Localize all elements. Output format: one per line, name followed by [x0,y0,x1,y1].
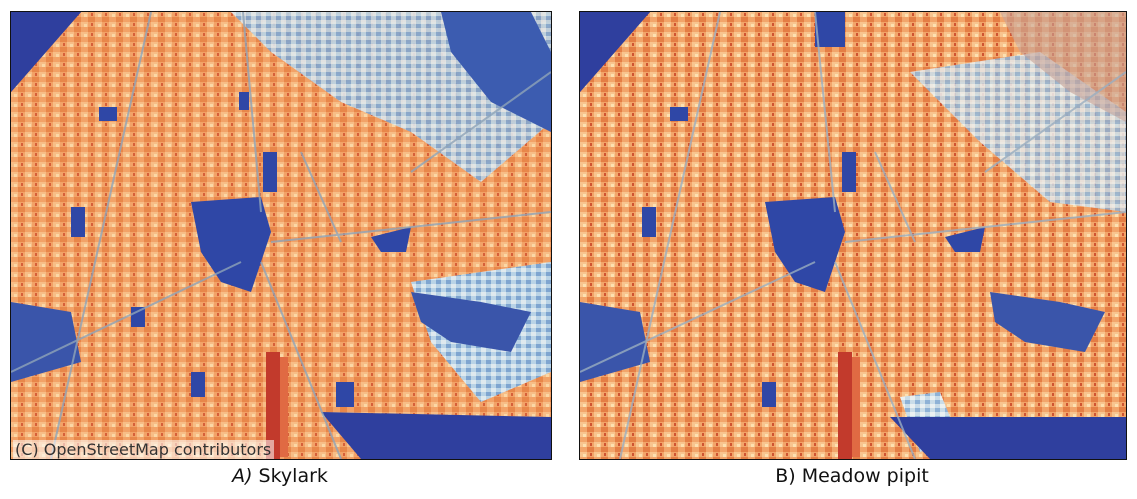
caption-species-b: Meadow pipit [801,465,929,487]
map-attribution[interactable]: (C) OpenStreetMap contributors [13,440,275,459]
map-meadow-pipit [580,12,1126,459]
caption-skylark: A) Skylark [10,463,550,489]
map-panel-meadow-pipit [579,11,1127,460]
caption-letter-b: B) [775,465,796,487]
map-skylark [11,12,551,459]
caption-meadow-pipit: B) Meadow pipit [579,463,1125,489]
map-panel-skylark: (C) OpenStreetMap contributors [10,11,552,460]
caption-letter-a: A) [232,465,253,487]
caption-species-a: Skylark [258,465,328,487]
